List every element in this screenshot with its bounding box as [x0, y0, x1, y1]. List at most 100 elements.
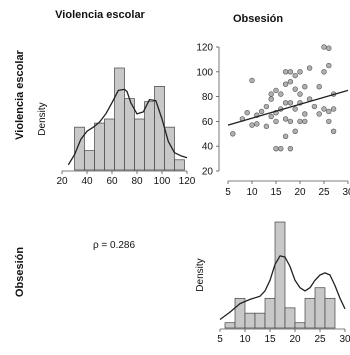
scatter-point [288, 100, 293, 105]
scatter-point [278, 146, 283, 151]
obsesion-x-tick-label: 20 [289, 334, 301, 345]
scatter-point [322, 69, 327, 74]
row-header-obsesion: Obsesión [14, 247, 26, 297]
histogram-bar [295, 323, 305, 328]
scatter-panel: 20 40 60 80 100 120 5 10 15 20 25 30 [196, 43, 350, 199]
histogram-bar [275, 222, 285, 328]
scatter-y-tick-label: 60 [202, 117, 214, 128]
obsesion-x-tick-label: 25 [314, 334, 326, 345]
obsesion-x-tick-label: 30 [339, 334, 350, 345]
correlation-label: ρ = 0.286 [93, 240, 136, 251]
scatter-point [326, 109, 331, 114]
scatter-point [326, 63, 331, 68]
scatter-point [288, 146, 293, 151]
histogram-bar [255, 313, 265, 328]
column-header-violencia: Violencia escolar [55, 9, 145, 21]
scatter-point [250, 78, 255, 83]
scatter-y-tick-label: 20 [202, 167, 214, 178]
histogram-bar [75, 127, 85, 170]
histogram-bar [265, 298, 275, 328]
histogram-bar [105, 119, 115, 170]
histogram-bar [145, 102, 155, 170]
scatter-point [264, 124, 269, 129]
scatter-point [302, 119, 307, 124]
violencia-x-tick-label: 20 [56, 176, 68, 187]
scatter-point [302, 112, 307, 117]
histogram-bar [325, 298, 335, 328]
scatter-point [254, 121, 259, 126]
obsesion-x-tick-label: 5 [217, 334, 223, 345]
scatter-point [278, 92, 283, 97]
obsesion-x-tick-label: 15 [264, 334, 276, 345]
scatter-x-tick-label: 10 [246, 187, 258, 198]
histogram-bar [285, 308, 295, 328]
scatter-point [302, 84, 307, 89]
scatter-point [274, 88, 279, 93]
scatter-point [331, 107, 336, 112]
obsesion-histogram-panel: 5 10 15 20 25 30 Density [195, 222, 350, 345]
violencia-x-tick-label: 120 [179, 176, 196, 187]
scatter-point [245, 110, 250, 115]
scatter-point [317, 84, 322, 89]
scatter-point [264, 104, 269, 109]
obsesion-x-tick-label: 10 [239, 334, 251, 345]
violencia-x-tick-label: 80 [131, 176, 143, 187]
scatter-point [312, 104, 317, 109]
scatter-point [283, 69, 288, 74]
scatter-point [283, 134, 288, 139]
scatter-y-tick-label: 40 [202, 142, 214, 153]
scatter-x-tick-label: 15 [270, 187, 282, 198]
scatter-point [269, 114, 274, 119]
violencia-x-tick-label: 60 [106, 176, 118, 187]
scatter-point [298, 69, 303, 74]
scatter-x-tick-label: 20 [294, 187, 306, 198]
scatter-point [288, 79, 293, 84]
scatter-point [293, 87, 298, 92]
violencia-y-axis-label: Density [37, 102, 48, 135]
scatter-point [283, 82, 288, 87]
scatter-point [288, 69, 293, 74]
scatter-point [274, 146, 279, 151]
histogram-bar [85, 151, 95, 170]
scatter-point [298, 119, 303, 124]
scatter-point [298, 92, 303, 97]
histogram-bar [175, 160, 185, 170]
scatter-point [230, 131, 235, 136]
violencia-histogram-panel: 20 40 60 80 100 120 Density [37, 68, 196, 187]
scatter-x-tick-label: 5 [225, 187, 231, 198]
histogram-bar [135, 119, 145, 170]
obsesion-y-axis-label: Density [195, 258, 206, 291]
scatter-point [322, 45, 327, 50]
histogram-bar [155, 86, 165, 170]
histogram-bar [225, 323, 235, 328]
scatter-x-tick-label: 25 [318, 187, 330, 198]
histogram-bar [95, 123, 105, 170]
scatter-point [259, 109, 264, 114]
violencia-x-tick-label: 40 [81, 176, 93, 187]
scatter-point [322, 107, 327, 112]
scatter-y-tick-label: 80 [202, 92, 214, 103]
row-header-violencia: Violencia escolar [14, 49, 26, 139]
scatter-point [269, 92, 274, 97]
histogram-bar [115, 68, 125, 170]
scatter-point [293, 73, 298, 78]
violencia-x-tick-label: 100 [154, 176, 171, 187]
scatter-point [283, 117, 288, 122]
histogram-bar [245, 313, 255, 328]
scatter-x-tick-label: 30 [342, 187, 350, 198]
column-header-obsesion: Obsesión [233, 13, 283, 25]
histogram-bar [125, 99, 135, 170]
scatter-point [326, 119, 331, 124]
scatter-point [331, 129, 336, 134]
scatter-point [326, 46, 331, 51]
scatter-point [288, 119, 293, 124]
scatter-point [293, 107, 298, 112]
scatter-point [307, 66, 312, 71]
scatter-point [250, 123, 255, 128]
scatter-point [283, 100, 288, 105]
scatter-y-tick-label: 100 [196, 67, 213, 78]
scatter-point [274, 119, 279, 124]
scatter-point [293, 129, 298, 134]
histogram-bar [315, 288, 325, 328]
